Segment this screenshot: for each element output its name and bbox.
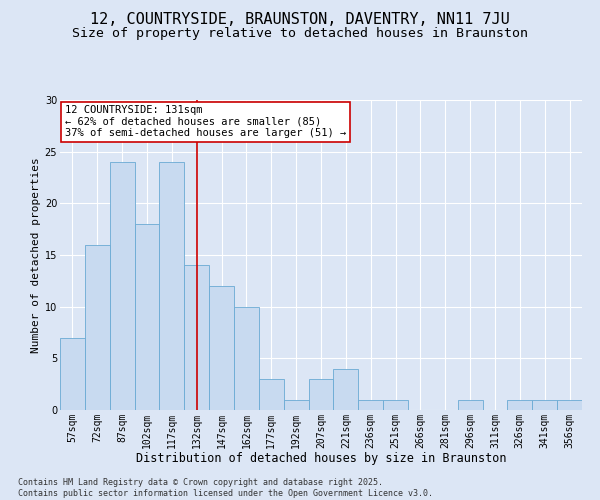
Bar bbox=[259, 379, 284, 410]
Bar bbox=[383, 400, 408, 410]
Text: 12 COUNTRYSIDE: 131sqm
← 62% of detached houses are smaller (85)
37% of semi-det: 12 COUNTRYSIDE: 131sqm ← 62% of detached… bbox=[65, 105, 346, 138]
Bar bbox=[60, 338, 85, 410]
Y-axis label: Number of detached properties: Number of detached properties bbox=[31, 157, 41, 353]
Bar bbox=[532, 400, 557, 410]
Text: Size of property relative to detached houses in Braunston: Size of property relative to detached ho… bbox=[72, 28, 528, 40]
Bar bbox=[184, 266, 209, 410]
Bar bbox=[110, 162, 134, 410]
Bar bbox=[508, 400, 532, 410]
Text: Contains HM Land Registry data © Crown copyright and database right 2025.
Contai: Contains HM Land Registry data © Crown c… bbox=[18, 478, 433, 498]
Bar bbox=[134, 224, 160, 410]
Bar bbox=[458, 400, 482, 410]
Bar bbox=[284, 400, 308, 410]
Bar bbox=[85, 244, 110, 410]
Bar bbox=[358, 400, 383, 410]
Bar bbox=[234, 306, 259, 410]
X-axis label: Distribution of detached houses by size in Braunston: Distribution of detached houses by size … bbox=[136, 452, 506, 465]
Bar bbox=[160, 162, 184, 410]
Bar bbox=[334, 368, 358, 410]
Bar bbox=[308, 379, 334, 410]
Text: 12, COUNTRYSIDE, BRAUNSTON, DAVENTRY, NN11 7JU: 12, COUNTRYSIDE, BRAUNSTON, DAVENTRY, NN… bbox=[90, 12, 510, 28]
Bar bbox=[209, 286, 234, 410]
Bar bbox=[557, 400, 582, 410]
